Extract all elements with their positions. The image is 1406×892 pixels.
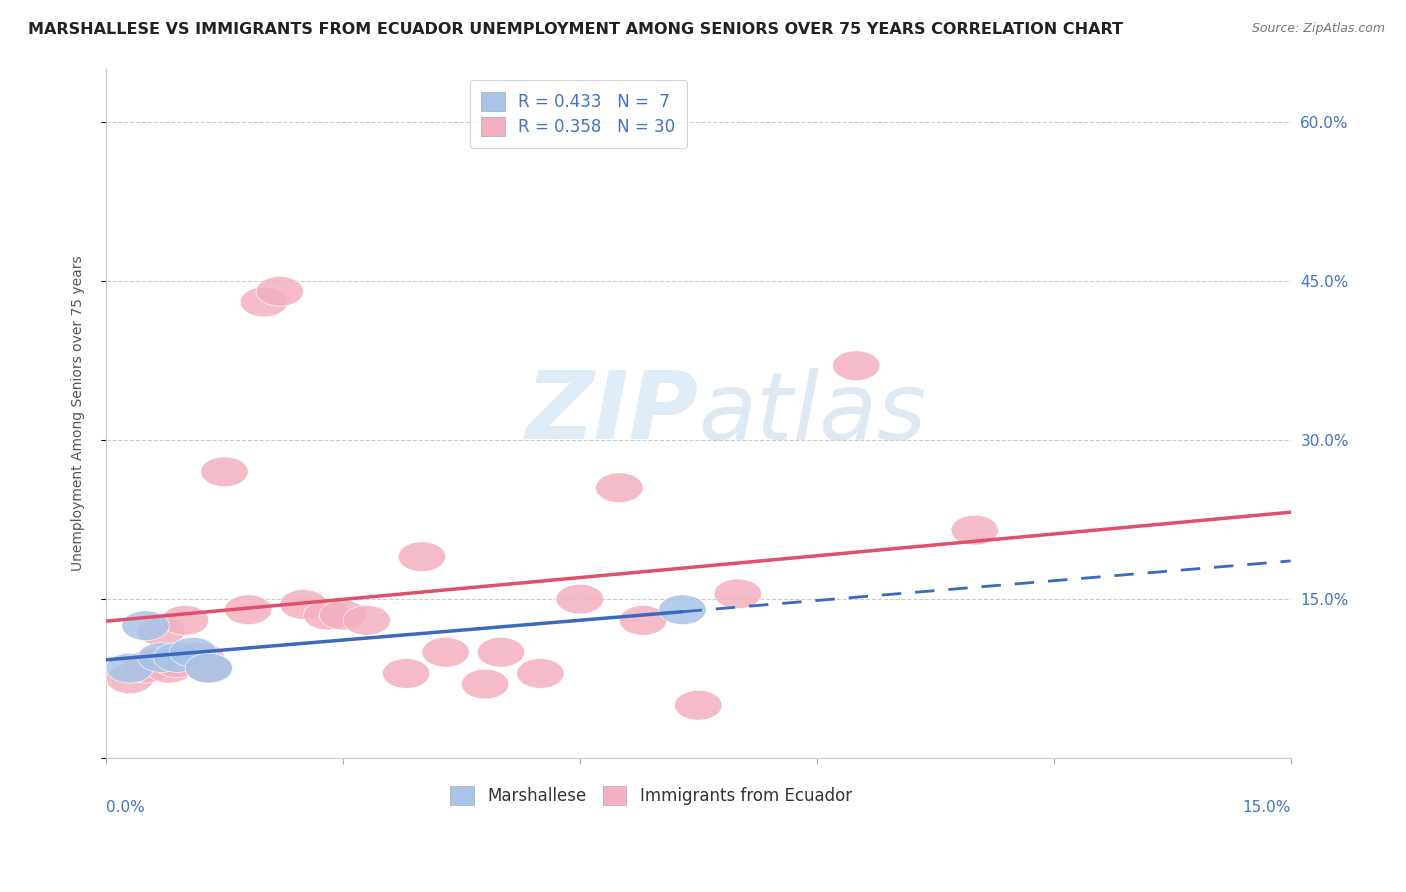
Ellipse shape <box>382 658 430 689</box>
Text: Source: ZipAtlas.com: Source: ZipAtlas.com <box>1251 22 1385 36</box>
Ellipse shape <box>225 595 271 624</box>
Ellipse shape <box>659 595 706 624</box>
Ellipse shape <box>201 457 249 487</box>
Ellipse shape <box>122 653 169 683</box>
Ellipse shape <box>138 642 186 673</box>
Ellipse shape <box>304 600 352 630</box>
Text: MARSHALLESE VS IMMIGRANTS FROM ECUADOR UNEMPLOYMENT AMONG SENIORS OVER 75 YEARS : MARSHALLESE VS IMMIGRANTS FROM ECUADOR U… <box>28 22 1123 37</box>
Ellipse shape <box>105 664 153 694</box>
Ellipse shape <box>477 638 524 667</box>
Ellipse shape <box>280 590 328 619</box>
Ellipse shape <box>186 653 232 683</box>
Ellipse shape <box>186 653 232 683</box>
Ellipse shape <box>343 606 391 635</box>
Ellipse shape <box>950 516 998 545</box>
Ellipse shape <box>169 638 217 667</box>
Ellipse shape <box>675 690 723 720</box>
Ellipse shape <box>398 541 446 572</box>
Ellipse shape <box>177 642 225 673</box>
Ellipse shape <box>319 600 367 630</box>
Ellipse shape <box>422 638 470 667</box>
Ellipse shape <box>256 277 304 306</box>
Ellipse shape <box>240 287 288 317</box>
Ellipse shape <box>138 616 186 646</box>
Ellipse shape <box>153 642 201 673</box>
Ellipse shape <box>832 351 880 381</box>
Ellipse shape <box>517 658 564 689</box>
Y-axis label: Unemployment Among Seniors over 75 years: Unemployment Among Seniors over 75 years <box>72 256 86 571</box>
Ellipse shape <box>153 648 201 678</box>
Ellipse shape <box>162 606 208 635</box>
Ellipse shape <box>596 473 643 502</box>
Ellipse shape <box>105 653 153 683</box>
Text: 15.0%: 15.0% <box>1243 800 1291 814</box>
Legend: Marshallese, Immigrants from Ecuador: Marshallese, Immigrants from Ecuador <box>444 780 858 812</box>
Text: 0.0%: 0.0% <box>105 800 145 814</box>
Text: atlas: atlas <box>699 368 927 459</box>
Ellipse shape <box>620 606 666 635</box>
Ellipse shape <box>461 669 509 699</box>
Ellipse shape <box>129 648 177 678</box>
Ellipse shape <box>714 579 762 608</box>
Ellipse shape <box>146 653 193 683</box>
Ellipse shape <box>557 584 603 614</box>
Text: ZIP: ZIP <box>526 368 699 459</box>
Ellipse shape <box>122 611 169 640</box>
